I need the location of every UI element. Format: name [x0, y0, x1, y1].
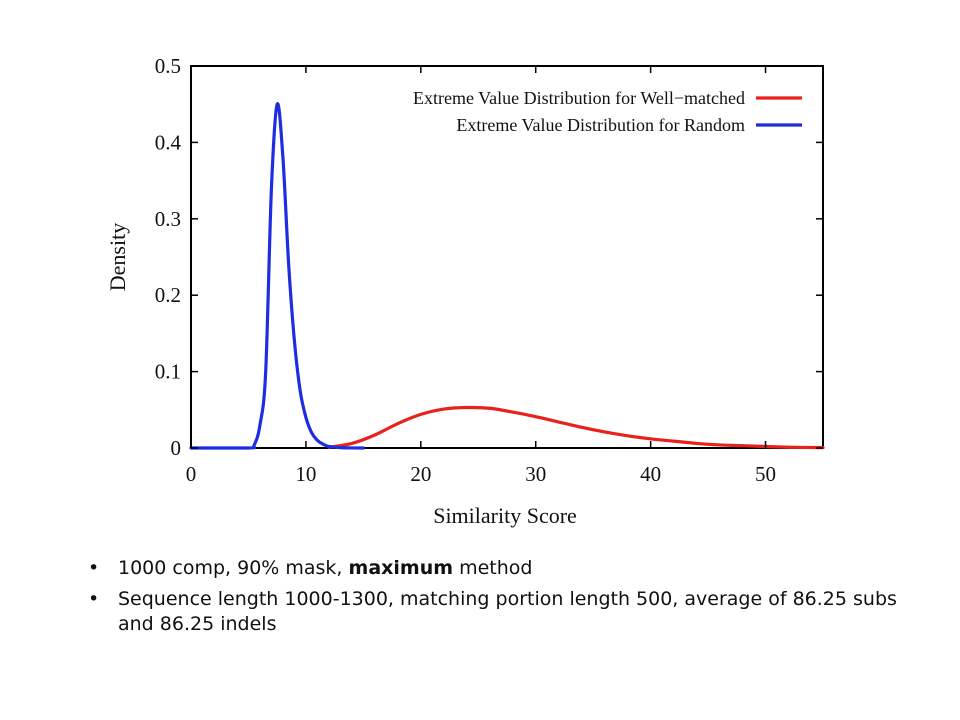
bullet-item-1: • 1000 comp, 90% mask, maximum method	[88, 556, 928, 581]
x-tick-label: 50	[755, 462, 776, 486]
y-tick-label: 0.4	[155, 130, 182, 154]
bullet-item-2: • Sequence length 1000-1300, matching po…	[88, 587, 928, 637]
bullet-text-1-pre: 1000 comp, 90% mask,	[118, 557, 349, 579]
bullet-list: • 1000 comp, 90% mask, maximum method • …	[88, 556, 928, 643]
x-tick-label: 30	[525, 462, 546, 486]
y-tick-label: 0	[171, 436, 182, 460]
legend-entry-label: Extreme Value Distribution for Random	[456, 115, 745, 135]
x-tick-label: 0	[186, 462, 197, 486]
x-axis-ticks: 0 10 20 30 40 50	[186, 66, 776, 486]
y-tick-label: 0.5	[155, 54, 181, 78]
x-tick-label: 20	[410, 462, 431, 486]
plot-area	[189, 65, 825, 450]
series-line-well-matched	[327, 405, 825, 450]
legend: Extreme Value Distribution for Well−matc…	[413, 88, 802, 135]
y-axis-ticks: 0 0.1 0.2 0.3 0.4 0.5	[155, 54, 823, 460]
y-tick-label: 0.3	[155, 207, 181, 231]
density-chart: 0 0.1 0.2 0.3 0.4 0.5 0 10 20 30 40 50 Similarity …	[105, 54, 825, 528]
x-axis-label: Similarity Score	[433, 503, 577, 528]
bullet-marker: •	[88, 588, 100, 610]
y-tick-label: 0.2	[155, 283, 181, 307]
bullet-text-2: Sequence length 1000-1300, matching port…	[118, 588, 897, 635]
y-tick-label: 0.1	[155, 360, 181, 384]
bullet-text-1-post: method	[453, 557, 533, 579]
x-tick-label: 10	[295, 462, 316, 486]
legend-entry-label: Extreme Value Distribution for Well−matc…	[413, 88, 745, 108]
y-axis-label: Density	[105, 223, 130, 291]
plot-frame	[190, 65, 824, 449]
x-tick-label: 40	[640, 462, 661, 486]
bullet-marker: •	[88, 557, 100, 579]
bullet-text-1-bold: maximum	[348, 557, 454, 579]
series-line-random	[189, 102, 365, 450]
